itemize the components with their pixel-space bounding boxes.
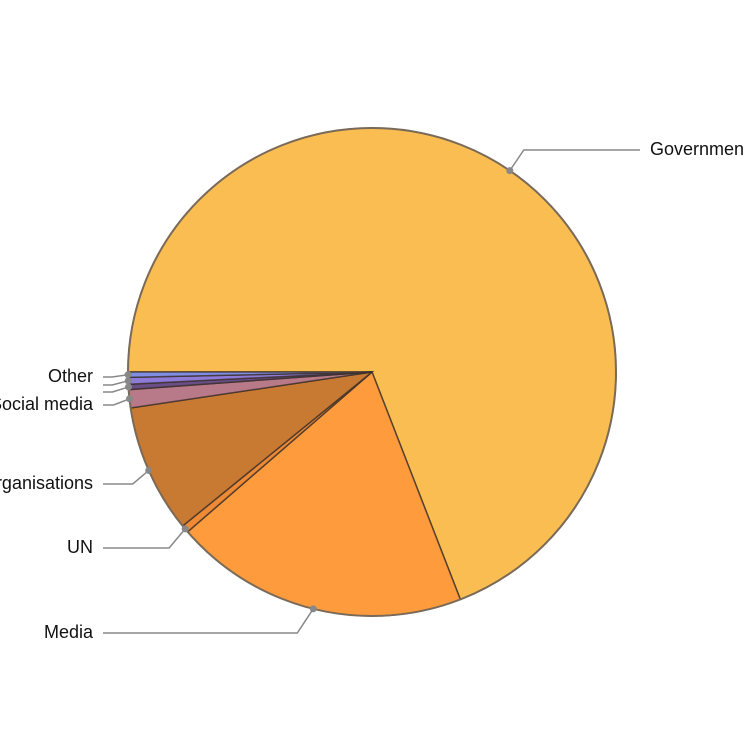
leader-dot	[124, 383, 132, 391]
leader-line	[103, 469, 150, 485]
slice-label: Media	[44, 622, 94, 642]
slice-label: Government	[650, 139, 744, 159]
leader-dot	[124, 371, 132, 379]
slice-label: Organisations	[0, 473, 93, 493]
leader-dot	[125, 395, 133, 403]
leader-line	[103, 373, 129, 378]
leader-line	[103, 386, 129, 393]
leader-dot	[181, 525, 189, 533]
leader-line	[103, 380, 129, 386]
leader-dot	[145, 466, 153, 474]
leader-dot	[124, 377, 132, 385]
leader-line	[509, 149, 640, 172]
slice-label: Other	[48, 366, 93, 386]
leader-line	[103, 398, 130, 406]
slice-label: Social media	[0, 394, 94, 414]
leader-line	[103, 608, 314, 634]
leader-dot	[506, 167, 514, 175]
slice-label: UN	[67, 537, 93, 557]
leader-dot	[309, 605, 317, 613]
leader-line	[103, 528, 186, 549]
